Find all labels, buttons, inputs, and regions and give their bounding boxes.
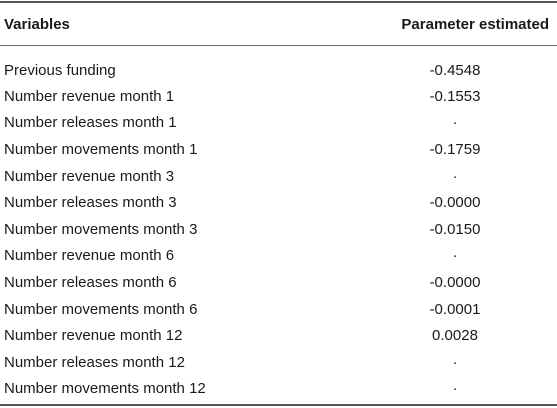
- estimate-value: ·: [452, 167, 458, 185]
- variable-cell: Number releases month 6: [4, 273, 177, 291]
- estimate-value: ·: [452, 380, 458, 398]
- variable-cell: Previous funding: [4, 61, 116, 79]
- estimate-value: ·: [452, 247, 458, 265]
- estimate-cell: -0.4548: [380, 45, 557, 83]
- estimate-cell: ·: [380, 110, 557, 137]
- variable-cell: Number releases month 3: [4, 194, 177, 212]
- table-top-rule: [0, 1, 557, 3]
- estimate-value: ·: [452, 353, 458, 371]
- estimate-cell: -0.0000: [380, 269, 557, 296]
- variable-cell: Number releases month 1: [4, 114, 177, 132]
- table-row: Number releases month 3 -0.0000: [0, 189, 557, 216]
- table-header-row: Variables Parameter estimated: [0, 3, 557, 45]
- table-row: Number revenue month 1 -0.1553: [0, 83, 557, 110]
- estimate-cell: 0.0028: [380, 322, 557, 349]
- estimate-value: ·: [452, 114, 458, 132]
- estimate-value: -0.0001: [429, 300, 481, 318]
- variable-cell: Number revenue month 1: [4, 87, 175, 105]
- estimate-cell: ·: [380, 163, 557, 190]
- table-row: Number revenue month 6 ·: [0, 243, 557, 270]
- variable-cell: Number revenue month 6: [4, 247, 175, 265]
- estimate-cell: -0.1553: [380, 83, 557, 110]
- estimate-value: -0.0000: [429, 273, 481, 291]
- estimate-cell: -0.0001: [380, 296, 557, 323]
- estimate-value: -0.1759: [429, 140, 481, 158]
- variable-cell: Number revenue month 12: [4, 327, 183, 345]
- table-row: Number revenue month 3 ·: [0, 163, 557, 190]
- estimate-cell: ·: [380, 349, 557, 376]
- estimate-value: -0.4548: [429, 61, 481, 79]
- variable-cell: Number releases month 12: [4, 353, 185, 371]
- table-row: Number releases month 12 ·: [0, 349, 557, 376]
- estimate-value: -0.1553: [429, 87, 481, 105]
- estimate-value: -0.0000: [429, 194, 481, 212]
- estimate-cell: -0.1759: [380, 136, 557, 163]
- variable-cell: Number movements month 3: [4, 220, 198, 238]
- estimate-cell: ·: [380, 376, 557, 403]
- variable-cell: Number revenue month 3: [4, 167, 175, 185]
- table-row: Number movements month 6 -0.0001: [0, 296, 557, 323]
- estimate-value: -0.0150: [429, 220, 481, 238]
- estimate-cell: -0.0150: [380, 216, 557, 243]
- estimate-value: 0.0028: [432, 327, 478, 345]
- table-row: Previous funding -0.4548: [0, 45, 557, 83]
- table-bottom-rule: [0, 404, 557, 406]
- results-table: Variables Parameter estimated Previous f…: [0, 3, 557, 402]
- header-variables: Variables: [4, 15, 70, 33]
- table-row: Number revenue month 12 0.0028: [0, 322, 557, 349]
- table-row: Number releases month 6 -0.0000: [0, 269, 557, 296]
- variable-cell: Number movements month 12: [4, 380, 206, 398]
- estimate-cell: -0.0000: [380, 189, 557, 216]
- table-row: Number movements month 3 -0.0150: [0, 216, 557, 243]
- table-header-rule: [0, 45, 557, 46]
- table-row: Number releases month 1 ·: [0, 110, 557, 137]
- header-parameter-estimated: Parameter estimated: [401, 15, 549, 33]
- variable-cell: Number movements month 6: [4, 300, 198, 318]
- variable-cell: Number movements month 1: [4, 140, 198, 158]
- table-row: Number movements month 1 -0.1759: [0, 136, 557, 163]
- table-row: Number movements month 12 ·: [0, 376, 557, 403]
- estimate-cell: ·: [380, 243, 557, 270]
